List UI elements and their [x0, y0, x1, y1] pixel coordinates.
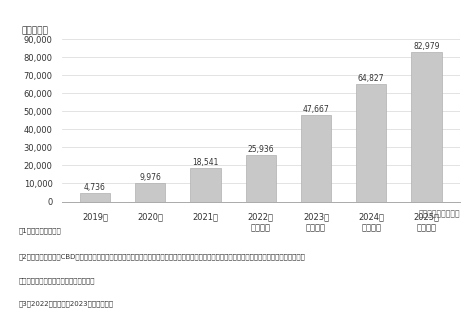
- Bar: [190, 168, 220, 202]
- Bar: [135, 184, 165, 202]
- Text: 18,541: 18,541: [192, 158, 219, 167]
- Text: 注3．2022年見込値、2023年以降予測値: 注3．2022年見込値、2023年以降予測値: [19, 301, 114, 307]
- Text: 注1．小売金額ベース: 注1．小売金額ベース: [19, 227, 62, 234]
- Text: 47,667: 47,667: [302, 105, 329, 114]
- Text: 25,936: 25,936: [247, 145, 274, 154]
- Bar: [80, 193, 110, 202]
- Bar: [411, 52, 442, 202]
- Text: 82,979: 82,979: [413, 42, 440, 51]
- Text: 9,976: 9,976: [139, 174, 161, 182]
- Text: 矢野経済研究所調べ: 矢野経済研究所調べ: [418, 210, 460, 219]
- Bar: [246, 155, 276, 202]
- Text: ディケアアイテムなど）を対象とする。: ディケアアイテムなど）を対象とする。: [19, 278, 95, 284]
- Bar: [356, 84, 386, 202]
- Bar: [301, 115, 331, 202]
- Text: （百万円）: （百万円）: [22, 27, 49, 36]
- Text: 注2．本調査におけるCBD製品は、食品（オイル、サプリメント、グミ、クッキーなど）、ベイプ（電子タバコ）、化粧品（クリーム、美容液、ボ: 注2．本調査におけるCBD製品は、食品（オイル、サプリメント、グミ、クッキーなど…: [19, 254, 306, 260]
- Text: 4,736: 4,736: [84, 183, 106, 192]
- Text: 64,827: 64,827: [358, 74, 384, 84]
